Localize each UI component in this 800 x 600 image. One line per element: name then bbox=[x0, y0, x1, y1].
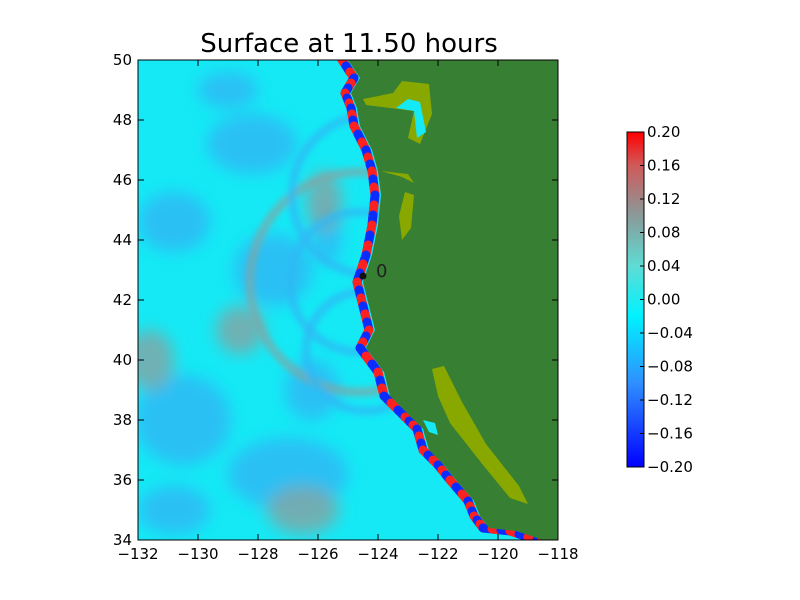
colorbar: −0.20 −0.16 −0.12 −0.08 −0.04 0.00 0.04 0.08 0.1… bbox=[626, 123, 693, 476]
colorbar-tick-label: −0.20 bbox=[647, 458, 693, 476]
x-tick-label: −126 bbox=[297, 545, 338, 563]
x-tick-label: −132 bbox=[117, 545, 158, 563]
x-tick-label: −124 bbox=[357, 545, 398, 563]
x-tick-label: −130 bbox=[177, 545, 218, 563]
y-tick-label: 50 bbox=[113, 51, 132, 69]
ocean-anomaly bbox=[198, 72, 258, 108]
colorbar-tick-label: −0.16 bbox=[647, 425, 693, 443]
coastal-wave-bands bbox=[337, 60, 557, 540]
colorbar-tick-label: −0.08 bbox=[647, 358, 693, 376]
y-tick-label: 38 bbox=[113, 411, 132, 429]
y-tick-label: 36 bbox=[113, 471, 132, 489]
x-tick-label: −118 bbox=[537, 545, 578, 563]
colorbar-tick-label: 0.16 bbox=[647, 157, 680, 175]
land-mass bbox=[348, 60, 558, 540]
colorbar-tick-label: −0.12 bbox=[647, 391, 693, 409]
colorbar-tick-label: −0.04 bbox=[647, 324, 693, 342]
ocean-anomaly bbox=[138, 486, 210, 534]
y-tick-label: 42 bbox=[113, 291, 132, 309]
y-tick-label: 46 bbox=[113, 171, 132, 189]
y-tick-label: 48 bbox=[113, 111, 132, 129]
colorbar-tick-label: 0.00 bbox=[647, 291, 680, 309]
x-axis-ticks: −132 −130 −128 −126 −124 −122 −120 −118 bbox=[117, 60, 579, 563]
gauge-marker: 0 bbox=[359, 261, 387, 282]
puget-sound bbox=[363, 81, 432, 144]
sf-bay-water bbox=[423, 420, 438, 435]
ocean-anomaly bbox=[138, 192, 210, 252]
puget-sound-water bbox=[396, 99, 426, 138]
plot-area bbox=[138, 60, 558, 540]
columbia-river bbox=[381, 171, 414, 183]
central-valley bbox=[432, 366, 528, 504]
y-tick-label: 34 bbox=[113, 531, 132, 549]
colorbar-tick-label: 0.08 bbox=[647, 224, 680, 242]
ocean-anomaly bbox=[138, 330, 174, 390]
gauge-dot bbox=[359, 272, 367, 280]
colorbar-ticks: −0.20 −0.16 −0.12 −0.08 −0.04 0.00 0.04 0.08 0.1… bbox=[640, 123, 693, 476]
x-tick-label: −120 bbox=[477, 545, 518, 563]
ocean-anomaly bbox=[138, 375, 231, 465]
chart-title: Surface at 11.50 hours bbox=[200, 29, 498, 59]
x-tick-label: −128 bbox=[237, 545, 278, 563]
y-tick-label: 44 bbox=[113, 231, 132, 249]
y-tick-label: 40 bbox=[113, 351, 132, 369]
y-axis-ticks: 34 36 38 40 42 44 46 48 50 bbox=[113, 51, 558, 549]
willamette-valley bbox=[399, 192, 414, 240]
colorbar-tick-label: 0.20 bbox=[647, 123, 680, 141]
x-tick-label: −122 bbox=[417, 545, 458, 563]
colorbar-tick-label: 0.04 bbox=[647, 257, 680, 275]
lowland-areas bbox=[363, 81, 528, 504]
ocean-anomaly bbox=[267, 486, 339, 534]
gauge-label: 0 bbox=[376, 261, 387, 282]
colorbar-tick-label: 0.12 bbox=[647, 190, 680, 208]
ocean-anomaly bbox=[207, 114, 297, 174]
